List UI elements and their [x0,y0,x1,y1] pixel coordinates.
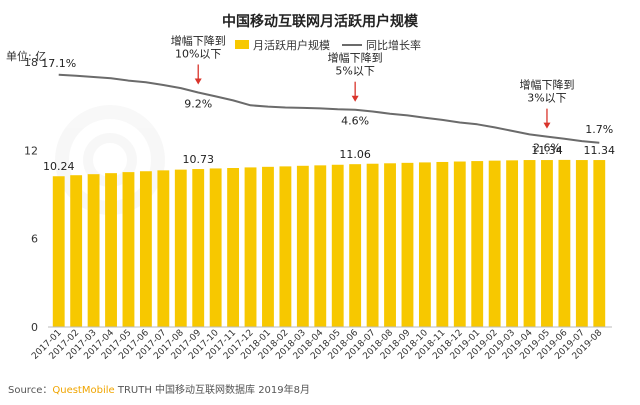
growth-value-label: 2.6% [533,142,561,155]
bar-value-label: 11.34 [531,144,563,157]
bar-value-label: 10.73 [182,153,214,166]
bar [174,169,187,327]
annotation-arrow-head [543,122,551,129]
bar [279,166,292,327]
line-series [58,73,600,144]
bar [366,163,379,327]
bar [418,162,431,327]
bar [575,160,588,327]
bar [227,168,240,327]
bar [349,164,362,327]
annotation-text: 增幅下降到 [519,78,574,92]
bar-value-label: 10.24 [43,160,75,173]
annotation-text: 增幅下降到 [328,51,383,65]
bar-value-label: 11.06 [339,148,371,161]
bar [593,160,606,327]
bar [401,162,414,327]
bar-value-label: 11.34 [584,144,616,157]
growth-value-label: 4.6% [341,115,369,128]
source-brand: QuestMobile [52,385,114,396]
bar [523,160,536,327]
legend-bar-label: 月活跃用户规模 [253,38,330,52]
bar [244,167,257,327]
line-data-labels: 17.1% 9.2% 4.6% 2.6% 1.7% [41,57,613,155]
annotation-text: 3%以下 [527,92,566,105]
y-tick-label: 6 [31,233,38,246]
bar [52,176,65,327]
source-text: TRUTH 中国移动互联网数据库 2019年8月 [115,383,310,396]
growth-value-label: 17.1% [41,57,76,70]
bar-series [52,159,606,327]
bar [105,173,117,327]
y-tick-label: 0 [31,321,38,334]
bar [296,165,309,327]
chart-title: 中国移动互联网月活跃用户规模 [222,13,419,30]
bar [157,170,170,327]
annotation-arrow-head [194,78,202,85]
bar [262,166,274,327]
bar [122,172,135,327]
source-line: Source：QuestMobile TRUTH 中国移动互联网数据库 2019… [8,383,310,396]
bar [453,161,466,327]
annotation-arrow-head [351,95,359,102]
x-axis: 2017-012017-022017-032017-042017-052017-… [30,328,604,362]
bar [558,159,571,327]
growth-value-label: 9.2% [184,97,212,110]
bar [436,161,449,327]
bar [139,171,152,327]
bar [384,163,396,327]
annotation-text: 5%以下 [335,65,374,78]
bar [192,169,205,327]
annotation-text: 增幅下降到 [171,33,226,47]
bar [314,165,327,327]
bar [541,160,553,327]
bar [488,160,501,327]
bar [471,161,484,327]
bar [331,164,344,327]
source-prefix: Source： [8,385,52,396]
annotation-text: 10%以下 [175,47,221,60]
bar [87,174,100,327]
bar-data-labels: 10.24 10.73 11.06 11.34 11.34 [43,144,615,173]
legend: 月活跃用户规模 同比增长率 [235,38,421,52]
y-tick-label: 12 [24,144,38,157]
y-tick-label: 18 [24,56,38,69]
unit-label: 单位: 亿 [6,49,46,63]
growth-rate-line [58,73,600,144]
bar [209,168,222,327]
y-axis: 0 6 12 18 [24,56,38,334]
bar [506,160,519,327]
bar [70,175,83,327]
legend-bar-swatch [235,40,249,49]
legend-line-label: 同比增长率 [366,38,421,52]
growth-value-label: 1.7% [585,123,613,136]
